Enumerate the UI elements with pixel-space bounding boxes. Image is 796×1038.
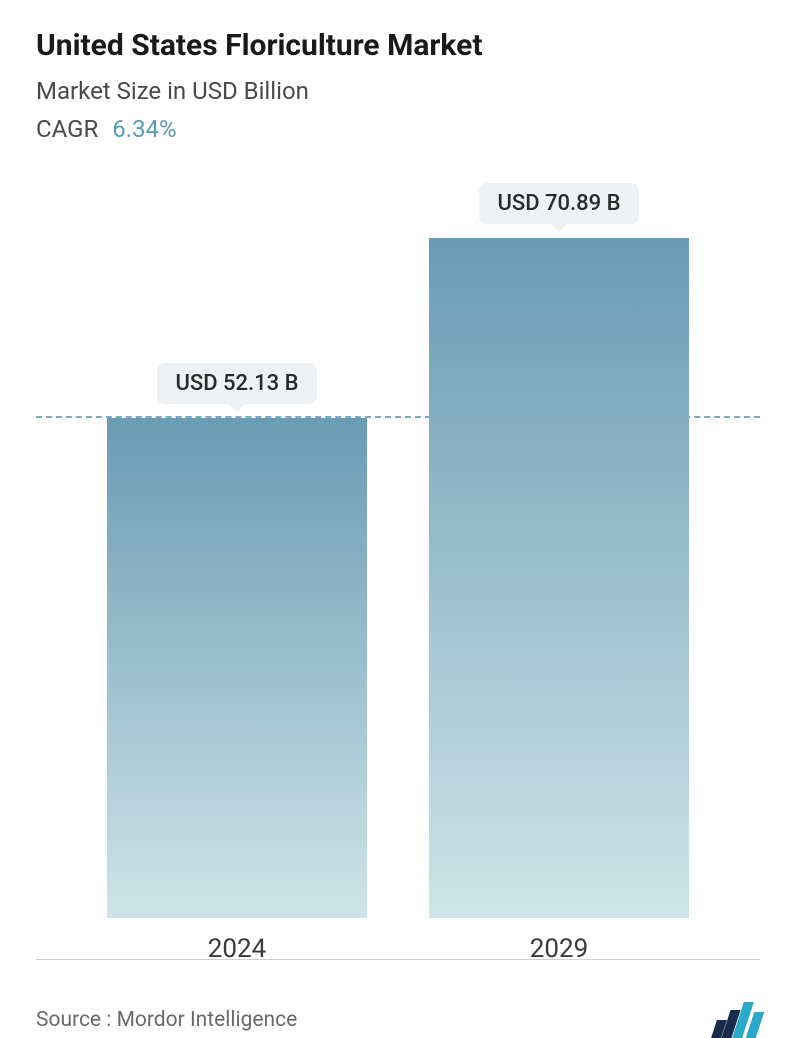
cagr-row: CAGR 6.34% (36, 115, 760, 143)
value-callout: USD 70.89 B (479, 183, 638, 224)
chart-area: USD 52.13 B 2024 USD 70.89 B 2029 (36, 183, 760, 964)
value-callout: USD 52.13 B (157, 363, 316, 404)
bar (107, 418, 367, 918)
x-axis-label: 2024 (208, 934, 266, 964)
chart-title: United States Floriculture Market (36, 28, 760, 63)
bar (429, 238, 689, 918)
cagr-label: CAGR (36, 115, 98, 143)
bar-group-2024: USD 52.13 B 2024 (107, 363, 367, 964)
chart-card: United States Floriculture Market Market… (0, 0, 796, 1034)
chart-subtitle: Market Size in USD Billion (36, 77, 760, 105)
x-axis-label: 2029 (530, 934, 588, 964)
brand-logo-icon (714, 1002, 760, 1038)
bar-group-2029: USD 70.89 B 2029 (429, 183, 689, 964)
cagr-value: 6.34% (112, 115, 176, 143)
footer: Source : Mordor Intelligence (36, 984, 760, 1038)
source-text: Source : Mordor Intelligence (36, 1008, 297, 1032)
